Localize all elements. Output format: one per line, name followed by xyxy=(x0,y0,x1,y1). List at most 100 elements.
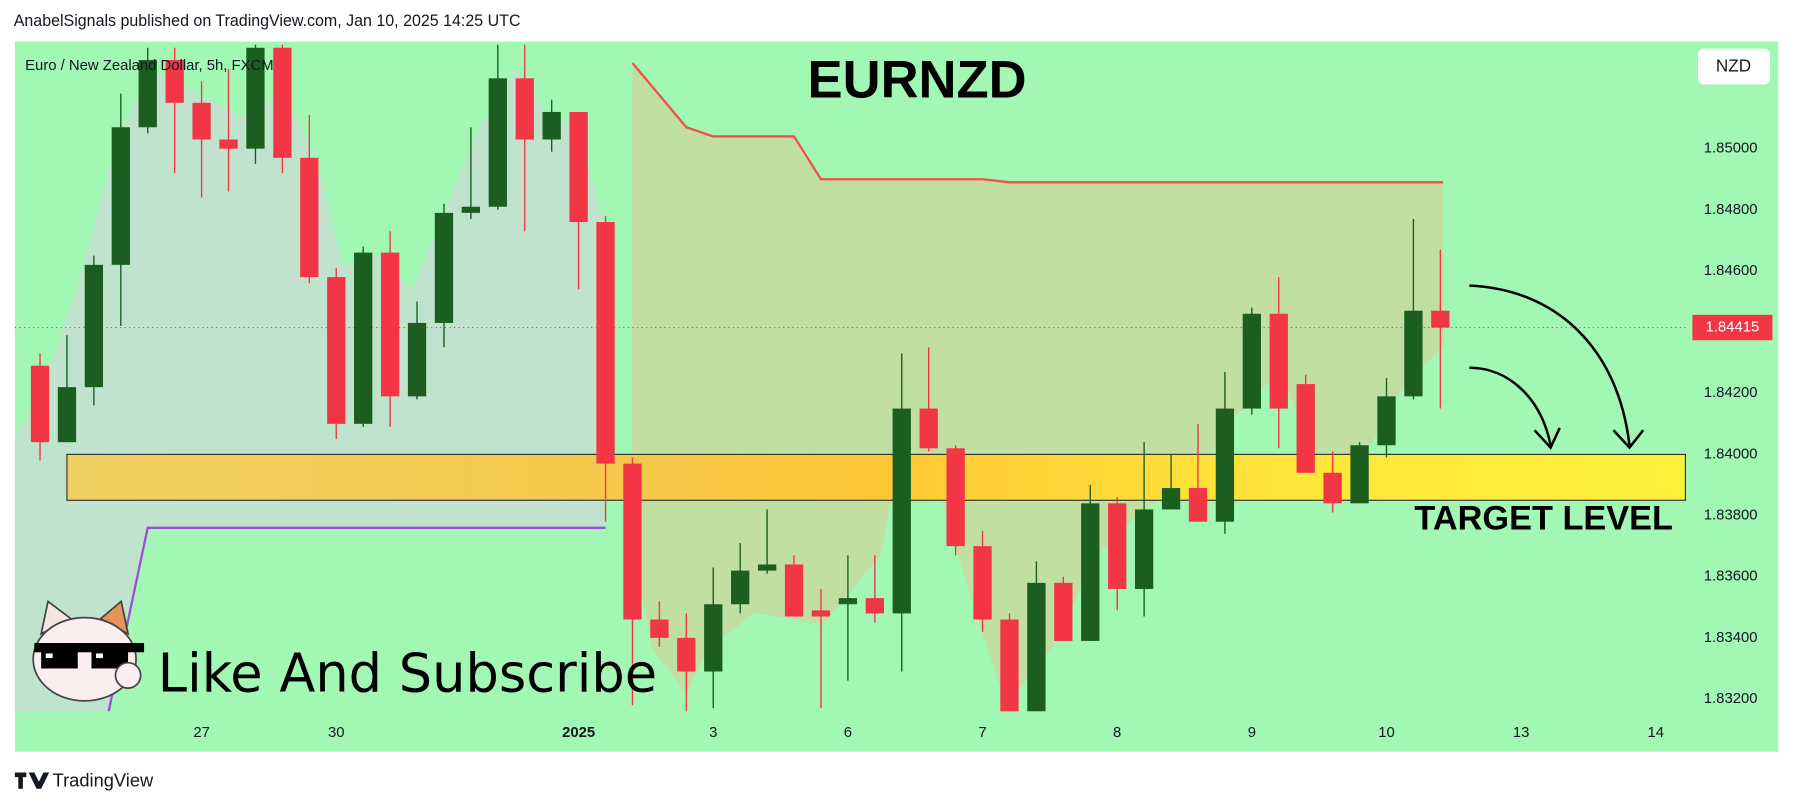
candle-body xyxy=(542,111,561,140)
candle-body xyxy=(1054,582,1073,641)
candle-body xyxy=(596,222,615,464)
y-tick-label: 1.83200 xyxy=(1704,690,1758,707)
candle-body xyxy=(1404,310,1423,397)
candle-body xyxy=(246,47,265,149)
candle-body xyxy=(515,78,534,140)
footer-text: TradingView xyxy=(53,770,154,791)
candle-body xyxy=(138,59,157,128)
last-price-label: 1.84415 xyxy=(1706,318,1760,335)
x-tick-label: 10 xyxy=(1378,724,1395,741)
candle-body xyxy=(488,78,507,207)
axes: 1.83200 1.83400 1.83600 1.83800 1.84000 1.842… xyxy=(193,140,1773,741)
x-tick-label: 2025 xyxy=(562,724,595,741)
x-tick-label: 14 xyxy=(1648,724,1665,741)
x-tick-label: 6 xyxy=(844,724,852,741)
candle-body xyxy=(865,598,884,614)
candle-body xyxy=(1350,445,1369,504)
y-tick-label: 1.84000 xyxy=(1704,445,1758,462)
candle-body xyxy=(273,47,292,158)
candle-body xyxy=(380,252,400,397)
candle-body xyxy=(1000,619,1019,712)
target-label: TARGET LEVEL xyxy=(1414,499,1673,537)
candle-body xyxy=(1269,313,1288,409)
x-tick-label: 13 xyxy=(1513,724,1530,741)
target-zone-layer xyxy=(66,453,1686,501)
candle-body xyxy=(192,102,211,140)
candle-body xyxy=(327,277,346,424)
subscribe-label: Like And Subscribe xyxy=(158,643,657,704)
candle-body xyxy=(731,570,750,605)
arrows xyxy=(1469,284,1645,450)
candle-body xyxy=(892,408,911,614)
candle-body xyxy=(1431,310,1450,328)
header: AnabelSignals published on TradingView.c… xyxy=(14,12,521,30)
candle-body xyxy=(623,463,642,620)
symbol-label: Euro / New Zealand Dollar, 5h, FXCM xyxy=(25,57,273,74)
candle-body xyxy=(650,619,669,638)
candle-body xyxy=(838,598,858,605)
x-tick-label: 3 xyxy=(709,724,717,741)
candles xyxy=(30,44,1450,712)
candle-body xyxy=(1081,503,1100,641)
candle-body xyxy=(84,264,104,388)
candle-body xyxy=(354,252,373,424)
candle-body xyxy=(811,610,831,617)
x-tick-label: 9 xyxy=(1248,724,1256,741)
candle-body xyxy=(1027,582,1046,712)
overlay-areas xyxy=(14,63,1444,712)
candle-body xyxy=(569,111,588,223)
arrow-long xyxy=(1469,284,1631,446)
footer: TradingView xyxy=(14,770,154,791)
candle-body xyxy=(461,206,481,213)
target-zone xyxy=(66,453,1686,501)
candle-body xyxy=(1134,509,1154,589)
candle-body xyxy=(946,448,965,547)
y-tick-label: 1.83800 xyxy=(1704,506,1758,523)
avatar xyxy=(32,599,145,702)
candle-body xyxy=(1161,488,1181,510)
y-tick-label: 1.84200 xyxy=(1704,384,1758,401)
candle-body xyxy=(1296,384,1315,473)
candle-body xyxy=(1377,396,1396,446)
candle-body xyxy=(165,59,184,103)
arrowhead-short xyxy=(1533,427,1561,450)
candle-body xyxy=(30,365,50,443)
candle-body xyxy=(1188,488,1208,522)
candle-body xyxy=(407,322,427,397)
x-tick-label: 27 xyxy=(193,724,210,741)
candle-body xyxy=(973,546,992,620)
candle-body xyxy=(1215,408,1235,522)
candle-body xyxy=(677,637,696,672)
right-shaded-area xyxy=(632,63,1444,706)
last-price-tag xyxy=(1692,314,1773,341)
candle-body xyxy=(219,139,238,149)
candle-body xyxy=(57,387,77,443)
candle-body xyxy=(704,604,723,672)
candle-body xyxy=(111,127,130,265)
candle-body xyxy=(1323,472,1342,504)
candle-body xyxy=(757,564,777,571)
y-tick-label: 1.84800 xyxy=(1704,201,1758,218)
x-tick-label: 30 xyxy=(328,724,345,741)
arrowhead-long xyxy=(1612,429,1645,450)
x-tick-label: 8 xyxy=(1113,724,1121,741)
y-tick-label: 1.84600 xyxy=(1704,262,1758,279)
indicator-line xyxy=(631,62,1444,184)
candle-body xyxy=(434,212,454,323)
arrow-short xyxy=(1469,366,1552,446)
x-tick-label: 7 xyxy=(978,724,986,741)
y-tick-label: 1.83400 xyxy=(1704,629,1758,646)
currency-button-bg[interactable] xyxy=(1698,48,1771,85)
candle-body xyxy=(300,157,319,278)
y-tick-label: 1.83600 xyxy=(1704,568,1758,585)
candle-body xyxy=(1108,503,1127,589)
y-tick-label: 1.85000 xyxy=(1704,140,1758,157)
candle-body xyxy=(1242,313,1261,409)
footer-logo xyxy=(14,772,50,789)
candle-body xyxy=(784,564,804,617)
currency-button[interactable]: NZD xyxy=(1716,56,1751,76)
left-shaded-area xyxy=(14,69,607,712)
candle-body xyxy=(919,408,938,449)
chart-title: EURNZD xyxy=(808,50,1027,109)
